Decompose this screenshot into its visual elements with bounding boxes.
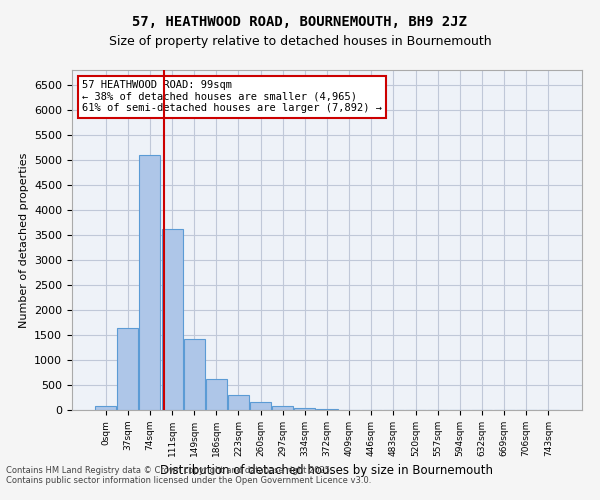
Bar [316, 409, 338, 410]
Bar [139, 155, 160, 410]
Y-axis label: Number of detached properties: Number of detached properties [19, 152, 29, 328]
Bar [295, 408, 316, 410]
Bar [228, 394, 249, 410]
Bar [272, 406, 293, 410]
Text: 57, HEATHWOOD ROAD, BOURNEMOUTH, BH9 2JZ: 57, HEATHWOOD ROAD, BOURNEMOUTH, BH9 2JZ [133, 15, 467, 29]
Bar [184, 339, 205, 410]
Bar [161, 229, 182, 410]
Text: Contains HM Land Registry data © Crown copyright and database right 2025.
Contai: Contains HM Land Registry data © Crown c… [6, 466, 371, 485]
Text: Size of property relative to detached houses in Bournemouth: Size of property relative to detached ho… [109, 35, 491, 48]
X-axis label: Distribution of detached houses by size in Bournemouth: Distribution of detached houses by size … [161, 464, 493, 477]
Bar [95, 406, 116, 410]
Bar [206, 379, 227, 410]
Text: 57 HEATHWOOD ROAD: 99sqm
← 38% of detached houses are smaller (4,965)
61% of sem: 57 HEATHWOOD ROAD: 99sqm ← 38% of detach… [82, 80, 382, 114]
Bar [118, 328, 139, 410]
Bar [250, 402, 271, 410]
